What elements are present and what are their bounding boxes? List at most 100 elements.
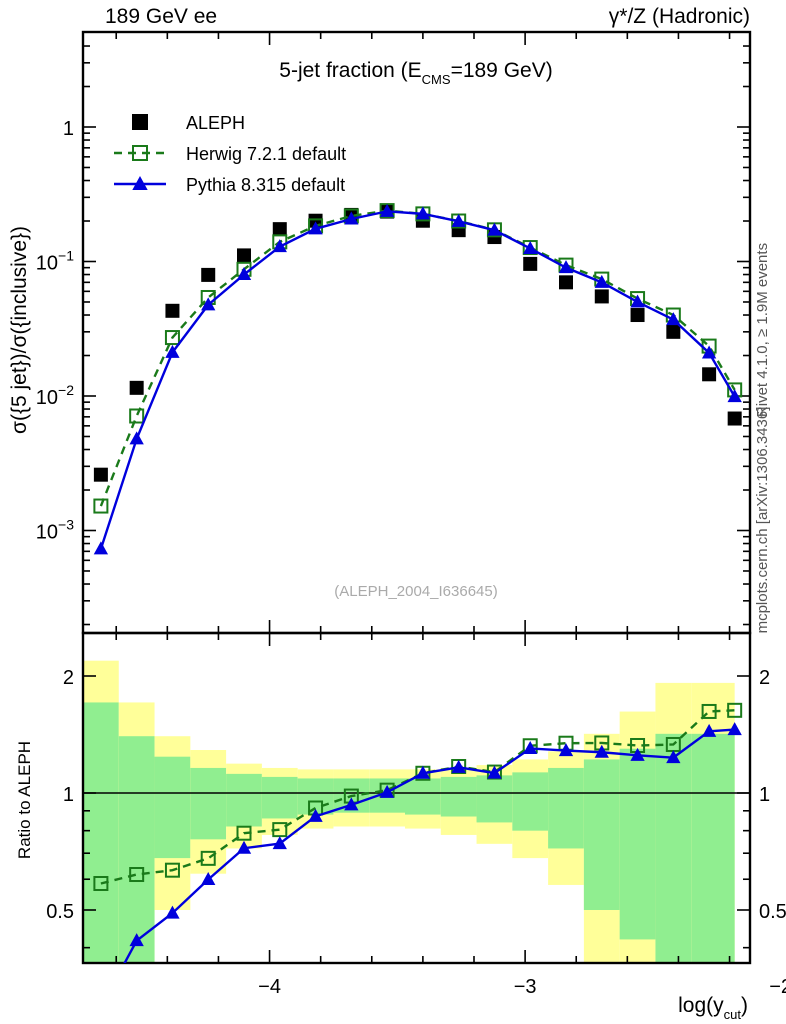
marker-triangle bbox=[701, 723, 717, 737]
marker-square bbox=[559, 275, 573, 290]
marker-triangle bbox=[379, 203, 395, 217]
marker-triangle bbox=[129, 933, 144, 947]
ratio-ytick-label: 1 bbox=[63, 784, 74, 806]
ratio-ytick-label-right: 0.5 bbox=[759, 901, 786, 923]
ratio-ytick-label-right: 2 bbox=[759, 667, 770, 689]
band-inner bbox=[190, 767, 227, 840]
marker-open-square bbox=[236, 825, 252, 841]
marker-triangle bbox=[344, 211, 359, 225]
marker-triangle bbox=[487, 765, 502, 779]
band-inner bbox=[619, 748, 656, 940]
svg-text:5-jet fraction (ECMS=189 GeV): 5-jet fraction (ECMS=189 GeV) bbox=[279, 59, 552, 87]
main-ytick-label: 10−1 bbox=[36, 248, 74, 275]
marker-triangle bbox=[727, 389, 742, 403]
marker-triangle bbox=[165, 344, 180, 358]
legend: ALEPH Herwig 7.2.1 default Pythia 8.315 de… bbox=[114, 113, 346, 195]
marker-triangle bbox=[236, 267, 252, 281]
marker-open-square bbox=[129, 408, 145, 424]
band-inner bbox=[583, 759, 620, 910]
marker-triangle bbox=[630, 747, 645, 761]
ratio-series-group bbox=[93, 702, 743, 963]
band-inner bbox=[548, 767, 584, 849]
marker-square bbox=[594, 289, 609, 304]
title-post: =189 GeV) bbox=[451, 59, 553, 82]
xtick-label: −4 bbox=[258, 976, 281, 998]
marker-triangle bbox=[93, 541, 109, 555]
marker-open-square bbox=[272, 822, 288, 838]
marker-open-square bbox=[129, 867, 145, 883]
main-ytick-label: 10−2 bbox=[36, 382, 74, 409]
ratio-ytick-label: 2 bbox=[63, 667, 74, 689]
marker-square bbox=[201, 267, 216, 282]
marker-open-square bbox=[701, 703, 717, 719]
main-ytick-label: 10−3 bbox=[36, 517, 74, 544]
title-subscript: CMS bbox=[422, 72, 451, 87]
marker-triangle bbox=[630, 294, 645, 308]
marker-triangle bbox=[487, 222, 502, 236]
marker-square bbox=[630, 308, 645, 323]
marker-triangle bbox=[415, 206, 431, 220]
marker-triangle bbox=[701, 345, 717, 359]
band-inner bbox=[118, 736, 155, 963]
marker-triangle bbox=[558, 743, 574, 757]
marker-triangle bbox=[558, 260, 574, 274]
main-ytick-label: 1 bbox=[63, 118, 74, 140]
band-inner bbox=[512, 772, 549, 831]
marker-triangle bbox=[451, 759, 466, 773]
legend-label: Herwig 7.2.1 default bbox=[186, 144, 346, 164]
ratio-yaxis-label: Ratio to ALEPH bbox=[15, 741, 34, 859]
marker-triangle bbox=[129, 431, 144, 445]
mcplots-source-label: mcplots.cern.ch [arXiv:1306.3436] bbox=[754, 407, 771, 634]
marker-triangle bbox=[308, 221, 323, 235]
band-inner bbox=[226, 773, 262, 827]
panel-frames bbox=[81, 30, 752, 965]
marker-open-square bbox=[93, 875, 109, 891]
marker-square bbox=[666, 324, 681, 339]
marker-triangle bbox=[523, 240, 538, 254]
marker-triangle bbox=[308, 808, 323, 822]
ratio-panel-frame bbox=[81, 631, 752, 965]
series-line bbox=[99, 209, 736, 507]
marker-square bbox=[132, 114, 148, 130]
ratio-ytick-label-right: 1 bbox=[759, 784, 770, 806]
marker-square bbox=[727, 411, 742, 426]
marker-triangle bbox=[594, 274, 609, 288]
ytick-labels: 1 10−1 10−2 10−3 2 2 1 1 0.5 0.5 bbox=[36, 118, 786, 923]
marker-triangle bbox=[415, 765, 431, 779]
analysis-watermark: (ALEPH_2004_I636645) bbox=[334, 583, 497, 600]
main-series-group bbox=[93, 203, 743, 555]
marker-square bbox=[523, 256, 538, 271]
xtick-label: −3 bbox=[514, 976, 537, 998]
marker-open-square bbox=[132, 145, 148, 161]
marker-square bbox=[272, 222, 287, 237]
marker-square bbox=[129, 380, 144, 395]
marker-open-square bbox=[164, 862, 180, 878]
marker-triangle bbox=[132, 175, 148, 190]
series-line bbox=[99, 210, 736, 550]
marker-triangle bbox=[344, 797, 359, 811]
main-title: 5-jet fraction (ECMS=189 GeV) bbox=[279, 59, 552, 87]
marker-square bbox=[702, 367, 717, 382]
marker-triangle bbox=[523, 740, 538, 754]
band-inner bbox=[655, 733, 692, 963]
marker-open-square bbox=[727, 702, 743, 718]
band-inner bbox=[83, 702, 119, 963]
marker-triangle bbox=[165, 905, 180, 919]
title-pre: 5-jet fraction (E bbox=[279, 59, 421, 82]
marker-triangle bbox=[236, 840, 252, 854]
band-inner bbox=[261, 776, 298, 819]
marker-triangle bbox=[451, 213, 466, 227]
marker-open-square bbox=[200, 850, 216, 866]
main-panel-frame bbox=[81, 30, 752, 635]
marker-triangle bbox=[201, 297, 216, 311]
ratio-uncertainty-bands bbox=[83, 660, 735, 963]
xtick-labels: −4 −3 −2 bbox=[258, 976, 786, 998]
band-inner bbox=[405, 778, 441, 815]
xaxis-label: log(ycut) bbox=[678, 994, 748, 1022]
band-inner bbox=[440, 776, 477, 817]
legend-label: ALEPH bbox=[186, 113, 245, 133]
xtick-label: −2 bbox=[769, 976, 786, 998]
marker-triangle bbox=[727, 722, 742, 736]
